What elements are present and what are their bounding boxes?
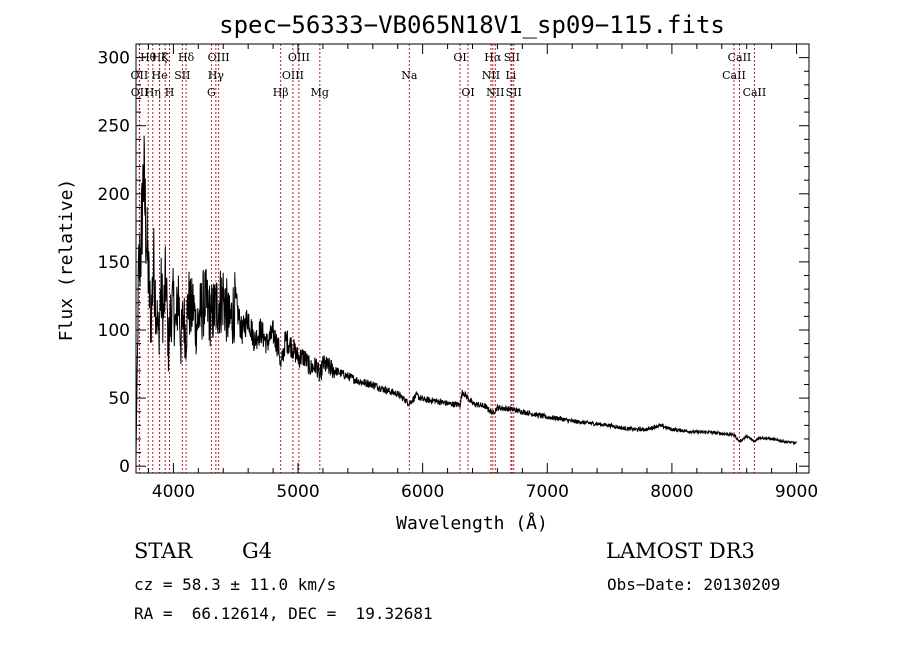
spectral-line-label: G	[207, 86, 216, 99]
x-tick-label: 9000	[775, 482, 818, 502]
spectral-line-label: Hη	[145, 86, 161, 99]
x-axis-label: Wavelength (Å)	[396, 512, 548, 534]
spectral-line-label: CaII	[728, 51, 752, 64]
y-tick-label: 300	[98, 49, 130, 69]
spectral-line-label: NII	[486, 86, 504, 99]
spectral-line-label: H	[165, 86, 175, 99]
spectral-line-label: Li	[505, 69, 516, 82]
spectral-line-label: CaII	[722, 69, 746, 82]
spectral-line-label: OI	[461, 86, 474, 99]
spectral-line-label: He	[152, 69, 168, 82]
y-tick-label: 150	[98, 253, 130, 273]
spectral-line-label: OII	[131, 86, 149, 99]
class-label: STAR	[134, 539, 193, 563]
spectral-line-label: SII	[504, 51, 520, 64]
spectral-line-label: Hγ	[208, 69, 225, 82]
coordinates-text: RA = 66.12614, DEC = 19.32681	[134, 604, 433, 623]
x-tick-label: 4000	[152, 482, 195, 502]
redshift-text: cz = 58.3 ± 11.0 km/s	[134, 575, 337, 594]
spectral-line-label: Hβ	[273, 86, 289, 99]
obs-date-text: Obs−Date: 20130209	[607, 575, 781, 594]
spectral-line-label: SII	[506, 86, 522, 99]
spectral-line-label: Na	[401, 69, 418, 82]
spectral-line-label: Mg	[311, 86, 329, 99]
spectral-line-label: OIII	[282, 69, 304, 82]
plot-frame	[135, 43, 810, 474]
y-axis-label: Flux (relative)	[56, 179, 77, 342]
y-tick-label: 250	[98, 117, 130, 137]
chart-title: spec−56333−VB065N18V1_sp09−115.fits	[219, 11, 725, 39]
y-tick-label: 100	[98, 321, 130, 341]
x-tick-label: 8000	[650, 482, 693, 502]
x-tick-label: 5000	[276, 482, 319, 502]
y-tick-label: 50	[108, 389, 130, 409]
spectrum-line	[135, 135, 797, 460]
spectral-line-label: OII	[131, 69, 149, 82]
spectral-line-label: Hδ	[178, 51, 195, 64]
spectral-line-label: NII	[482, 69, 500, 82]
x-tick-label: 6000	[401, 482, 444, 502]
spectral-line-label: OIII	[288, 51, 310, 64]
spectral-line-label: SII	[174, 69, 190, 82]
spectral-line-label: K	[161, 51, 170, 64]
spectral-line-label: OI	[453, 51, 466, 64]
survey-label: LAMOST DR3	[606, 539, 755, 563]
y-tick-label: 200	[98, 185, 130, 205]
spectral-line-label: OIII	[208, 51, 230, 64]
subclass-label: G4	[242, 539, 273, 563]
spectral-line-label: CaII	[743, 86, 767, 99]
spectral-line-label: Hα	[484, 51, 502, 64]
y-tick-label: 0	[119, 457, 130, 477]
x-tick-label: 7000	[526, 482, 569, 502]
